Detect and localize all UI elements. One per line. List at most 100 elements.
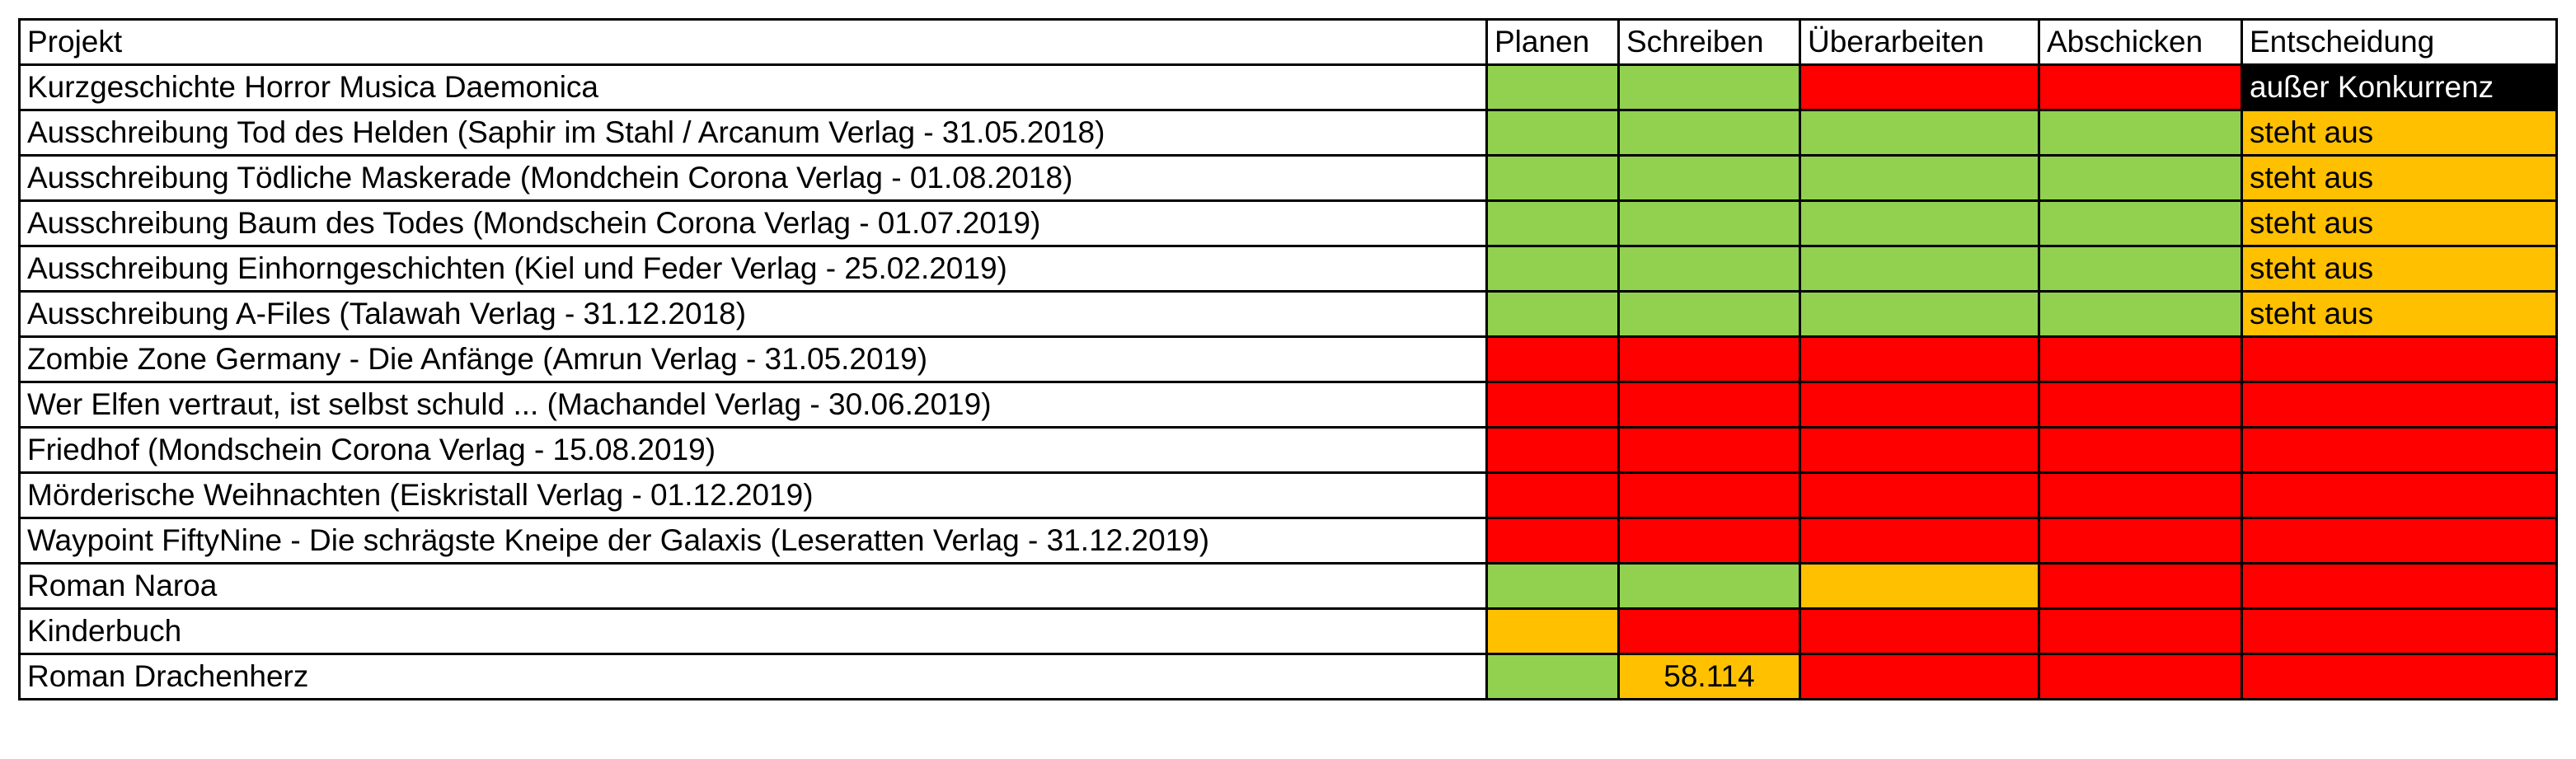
status-cell-ueberarbeiten[interactable] [1799, 653, 2040, 700]
status-cell-planen[interactable] [1485, 653, 1620, 700]
status-cell-abschicken[interactable] [2038, 290, 2243, 338]
status-cell-schreiben[interactable] [1617, 607, 1801, 655]
status-cell-abschicken[interactable] [2038, 154, 2243, 202]
status-cell-ueberarbeiten[interactable] [1799, 154, 2040, 202]
status-cell-planen[interactable] [1485, 109, 1620, 157]
status-cell-schreiben[interactable]: 58.114 [1617, 653, 1801, 700]
status-cell-schreiben[interactable] [1617, 471, 1801, 519]
status-cell-ueberarbeiten[interactable] [1799, 63, 2040, 111]
table-row: Friedhof (Mondschein Corona Verlag - 15.… [18, 426, 2558, 474]
status-cell-abschicken[interactable] [2038, 653, 2243, 700]
header-row: Projekt Planen Schreiben Überarbeiten Ab… [18, 18, 2558, 66]
status-cell-abschicken[interactable] [2038, 517, 2243, 565]
header-abschicken[interactable]: Abschicken [2038, 18, 2243, 66]
project-name-cell[interactable]: Mörderische Weihnachten (Eiskristall Ver… [18, 471, 1488, 519]
status-cell-schreiben[interactable] [1617, 562, 1801, 610]
status-cell-planen[interactable] [1485, 199, 1620, 247]
status-cell-entscheidung[interactable] [2241, 381, 2558, 429]
status-cell-ueberarbeiten[interactable] [1799, 517, 2040, 565]
status-cell-schreiben[interactable] [1617, 63, 1801, 111]
status-cell-ueberarbeiten[interactable] [1799, 381, 2040, 429]
project-name-cell[interactable]: Ausschreibung Baum des Todes (Mondschein… [18, 199, 1488, 247]
status-cell-schreiben[interactable] [1617, 426, 1801, 474]
status-cell-schreiben[interactable] [1617, 335, 1801, 383]
project-name-cell[interactable]: Ausschreibung A-Files (Talawah Verlag - … [18, 290, 1488, 338]
project-name-cell[interactable]: Zombie Zone Germany - Die Anfänge (Amrun… [18, 335, 1488, 383]
status-cell-abschicken[interactable] [2038, 245, 2243, 293]
project-name-cell[interactable]: Waypoint FiftyNine - Die schrägste Kneip… [18, 517, 1488, 565]
status-cell-ueberarbeiten[interactable] [1799, 335, 2040, 383]
status-cell-ueberarbeiten[interactable] [1799, 290, 2040, 338]
status-cell-ueberarbeiten[interactable] [1799, 607, 2040, 655]
project-name-cell[interactable]: Ausschreibung Einhorngeschichten (Kiel u… [18, 245, 1488, 293]
project-name-cell[interactable]: Ausschreibung Tödliche Maskerade (Mondch… [18, 154, 1488, 202]
table-row: Ausschreibung A-Files (Talawah Verlag - … [18, 290, 2558, 338]
status-cell-entscheidung[interactable]: steht aus [2241, 290, 2558, 338]
project-name-cell[interactable]: Wer Elfen vertraut, ist selbst schuld ..… [18, 381, 1488, 429]
status-cell-ueberarbeiten[interactable] [1799, 245, 2040, 293]
status-cell-planen[interactable] [1485, 426, 1620, 474]
status-cell-entscheidung[interactable] [2241, 607, 2558, 655]
status-cell-planen[interactable] [1485, 381, 1620, 429]
status-cell-entscheidung[interactable] [2241, 653, 2558, 700]
project-name-cell[interactable]: Friedhof (Mondschein Corona Verlag - 15.… [18, 426, 1488, 474]
header-entscheidung[interactable]: Entscheidung [2241, 18, 2558, 66]
status-cell-abschicken[interactable] [2038, 109, 2243, 157]
header-planen[interactable]: Planen [1485, 18, 1620, 66]
status-cell-ueberarbeiten[interactable] [1799, 426, 2040, 474]
status-cell-planen[interactable] [1485, 335, 1620, 383]
status-cell-entscheidung[interactable]: steht aus [2241, 199, 2558, 247]
status-cell-entscheidung[interactable]: steht aus [2241, 245, 2558, 293]
project-name-cell[interactable]: Ausschreibung Tod des Helden (Saphir im … [18, 109, 1488, 157]
status-cell-ueberarbeiten[interactable] [1799, 562, 2040, 610]
status-cell-planen[interactable] [1485, 517, 1620, 565]
status-cell-schreiben[interactable] [1617, 245, 1801, 293]
header-schreiben[interactable]: Schreiben [1617, 18, 1801, 66]
status-cell-abschicken[interactable] [2038, 199, 2243, 247]
status-cell-abschicken[interactable] [2038, 471, 2243, 519]
table-row: Mörderische Weihnachten (Eiskristall Ver… [18, 471, 2558, 519]
status-cell-planen[interactable] [1485, 607, 1620, 655]
status-cell-entscheidung[interactable]: steht aus [2241, 154, 2558, 202]
status-cell-entscheidung[interactable]: außer Konkurrenz [2241, 63, 2558, 111]
status-cell-planen[interactable] [1485, 562, 1620, 610]
status-cell-entscheidung[interactable] [2241, 426, 2558, 474]
status-cell-ueberarbeiten[interactable] [1799, 199, 2040, 247]
project-name-cell[interactable]: Roman Drachenherz [18, 653, 1488, 700]
status-cell-planen[interactable] [1485, 245, 1620, 293]
status-cell-entscheidung[interactable] [2241, 471, 2558, 519]
status-cell-planen[interactable] [1485, 154, 1620, 202]
status-cell-ueberarbeiten[interactable] [1799, 109, 2040, 157]
status-cell-abschicken[interactable] [2038, 426, 2243, 474]
project-status-sheet: Projekt Planen Schreiben Überarbeiten Ab… [18, 18, 2558, 700]
table-row: Kinderbuch [18, 607, 2558, 655]
header-projekt[interactable]: Projekt [18, 18, 1488, 66]
status-cell-schreiben[interactable] [1617, 517, 1801, 565]
project-name-cell[interactable]: Kurzgeschichte Horror Musica Daemonica [18, 63, 1488, 111]
status-cell-abschicken[interactable] [2038, 607, 2243, 655]
project-status-table: Projekt Planen Schreiben Überarbeiten Ab… [18, 18, 2558, 700]
table-body: Kurzgeschichte Horror Musica Daemonica au… [18, 63, 2558, 700]
table-row: Waypoint FiftyNine - Die schrägste Kneip… [18, 517, 2558, 565]
status-cell-schreiben[interactable] [1617, 381, 1801, 429]
status-cell-abschicken[interactable] [2038, 562, 2243, 610]
status-cell-ueberarbeiten[interactable] [1799, 471, 2040, 519]
status-cell-abschicken[interactable] [2038, 335, 2243, 383]
status-cell-entscheidung[interactable] [2241, 517, 2558, 565]
status-cell-schreiben[interactable] [1617, 199, 1801, 247]
header-ueberarbeiten[interactable]: Überarbeiten [1799, 18, 2040, 66]
status-cell-planen[interactable] [1485, 63, 1620, 111]
status-cell-entscheidung[interactable]: steht aus [2241, 109, 2558, 157]
status-cell-entscheidung[interactable] [2241, 335, 2558, 383]
status-cell-schreiben[interactable] [1617, 154, 1801, 202]
status-cell-abschicken[interactable] [2038, 63, 2243, 111]
status-cell-schreiben[interactable] [1617, 109, 1801, 157]
table-row: Roman Drachenherz 58.114 [18, 653, 2558, 700]
status-cell-schreiben[interactable] [1617, 290, 1801, 338]
status-cell-planen[interactable] [1485, 471, 1620, 519]
status-cell-abschicken[interactable] [2038, 381, 2243, 429]
project-name-cell[interactable]: Roman Naroa [18, 562, 1488, 610]
status-cell-planen[interactable] [1485, 290, 1620, 338]
project-name-cell[interactable]: Kinderbuch [18, 607, 1488, 655]
status-cell-entscheidung[interactable] [2241, 562, 2558, 610]
